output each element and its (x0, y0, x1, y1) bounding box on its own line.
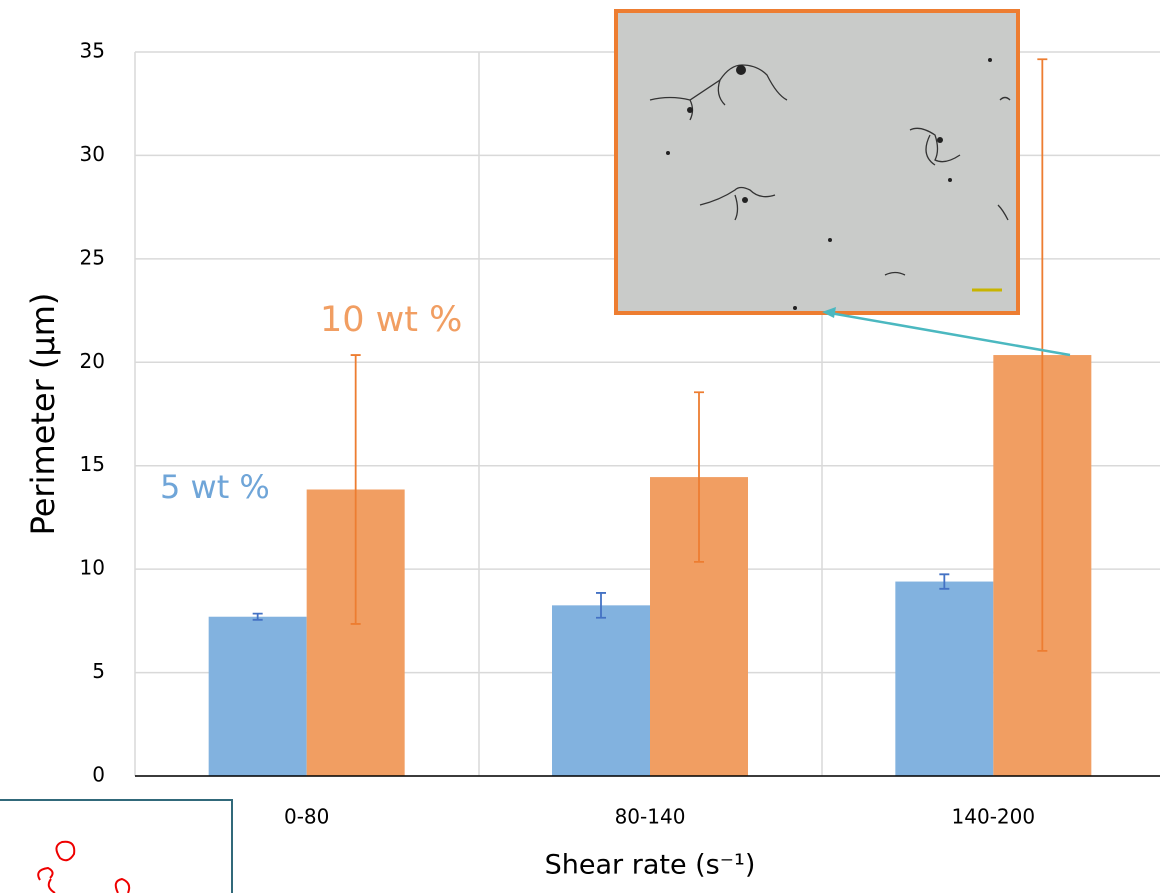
particle-outline (37, 840, 131, 893)
y-tick-label: 25 (80, 245, 105, 269)
series-label: 5 wt % (160, 468, 270, 506)
inset-particles (649, 64, 1011, 276)
inset-box (0, 799, 233, 893)
x-tick-label: 80-140 (615, 805, 686, 829)
error-bar (939, 573, 950, 590)
error-bar (252, 612, 263, 621)
x-tick-label: 140-200 (952, 805, 1036, 829)
x-tick-label: 0-80 (284, 805, 329, 829)
y-tick-label: 30 (80, 142, 105, 166)
x-axis-label: Shear rate (s⁻¹) (545, 850, 756, 881)
arrow-head (822, 307, 836, 318)
y-tick-label: 35 (80, 39, 105, 63)
y-tick-label: 15 (80, 452, 105, 476)
micrograph-inset (614, 9, 1071, 357)
error-bar (1037, 58, 1048, 652)
outline-inset (0, 799, 233, 893)
inset-dots (666, 58, 992, 310)
y-tick-label: 10 (80, 556, 105, 580)
inset-image (614, 9, 1020, 315)
y-axis-label: Perimeter (µm) (24, 293, 62, 536)
callout-arrow (829, 311, 1071, 357)
bar (552, 605, 650, 776)
bar (895, 581, 994, 776)
bar (208, 616, 307, 776)
error-bar (694, 391, 704, 563)
y-tick-label: 0 (92, 763, 105, 787)
y-tick-label: 20 (80, 349, 105, 373)
error-bar (596, 592, 606, 619)
series-label: 10 wt % (320, 300, 462, 340)
error-bar (350, 354, 361, 625)
y-tick-label: 5 (92, 659, 105, 683)
